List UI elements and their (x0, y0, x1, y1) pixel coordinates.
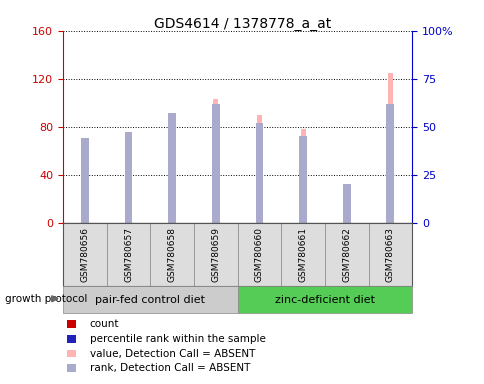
Bar (169, 118, 174, 223)
Bar (237, 223, 281, 286)
Text: growth protocol: growth protocol (5, 294, 87, 304)
Text: GSM780657: GSM780657 (124, 227, 133, 282)
Bar (213, 99, 218, 223)
Bar (106, 223, 150, 286)
Text: rank, Detection Call = ABSENT: rank, Detection Call = ABSENT (90, 363, 250, 373)
Bar (168, 113, 176, 223)
Text: GSM780659: GSM780659 (211, 227, 220, 282)
Bar (299, 136, 306, 223)
Text: GSM780663: GSM780663 (385, 227, 394, 282)
Bar (67, 320, 76, 328)
Text: percentile rank within the sample: percentile rank within the sample (90, 334, 265, 344)
Text: GSM780661: GSM780661 (298, 227, 307, 282)
Text: GSM780660: GSM780660 (255, 227, 263, 282)
Bar (257, 115, 261, 223)
Bar (63, 286, 237, 313)
Bar (237, 286, 411, 313)
Bar (387, 73, 392, 223)
Bar (342, 184, 350, 223)
Text: GSM780658: GSM780658 (167, 227, 176, 282)
Bar (300, 129, 305, 223)
Bar (212, 104, 219, 223)
Text: pair-fed control diet: pair-fed control diet (95, 295, 205, 305)
Bar (124, 132, 132, 223)
Text: GSM780662: GSM780662 (342, 227, 350, 282)
Bar (81, 138, 89, 223)
Bar (63, 223, 106, 286)
Bar (67, 364, 76, 372)
Text: value, Detection Call = ABSENT: value, Detection Call = ABSENT (90, 349, 255, 359)
Text: count: count (90, 319, 119, 329)
Bar (194, 223, 237, 286)
Bar (281, 223, 324, 286)
Bar (126, 141, 131, 223)
Bar (255, 123, 263, 223)
Bar (368, 223, 411, 286)
Text: GDS4614 / 1378778_a_at: GDS4614 / 1378778_a_at (153, 17, 331, 31)
Text: GSM780656: GSM780656 (80, 227, 89, 282)
Bar (67, 335, 76, 343)
Bar (150, 223, 194, 286)
Bar (344, 202, 348, 223)
Text: zinc-deficient diet: zinc-deficient diet (274, 295, 374, 305)
Bar (82, 157, 87, 223)
Bar (324, 223, 368, 286)
Bar (67, 349, 76, 357)
Bar (386, 104, 393, 223)
